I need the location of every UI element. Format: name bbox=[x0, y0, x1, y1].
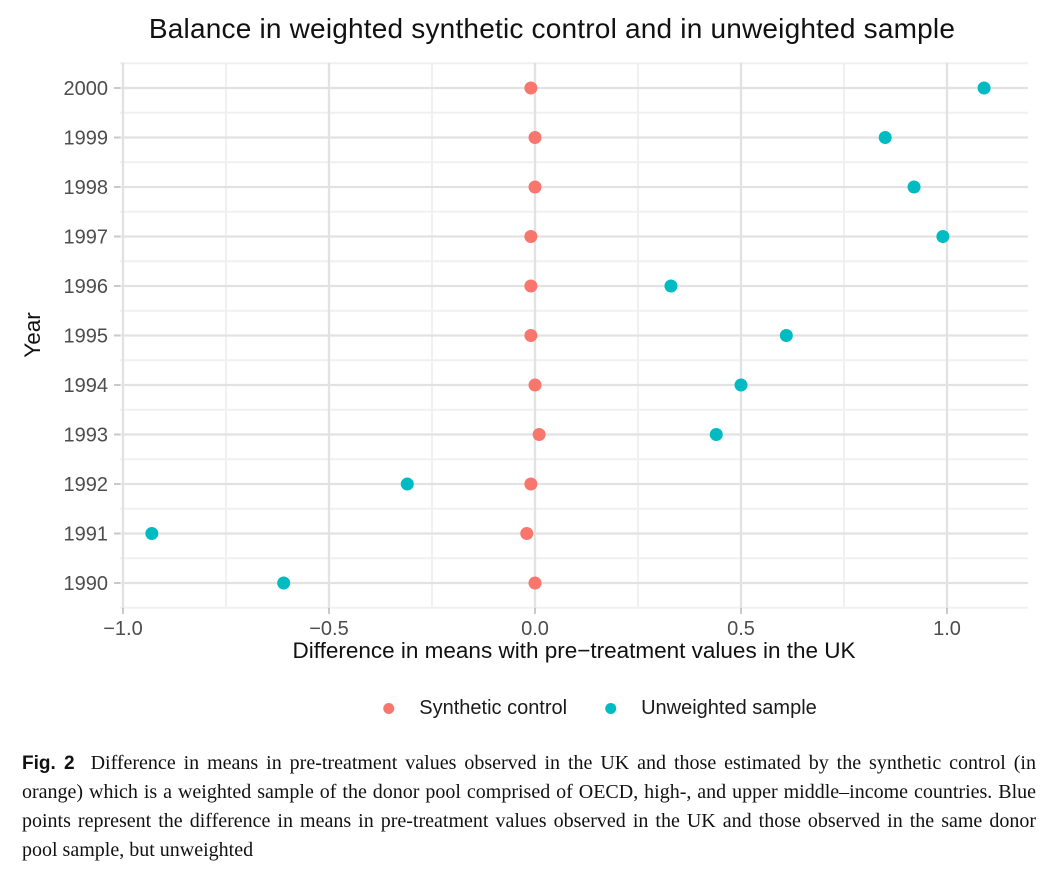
x-axis-title: Difference in means with pre−treatment v… bbox=[292, 638, 856, 663]
legend-label-unweighted-sample: Unweighted sample bbox=[641, 696, 817, 719]
data-points bbox=[145, 81, 991, 590]
y-tick-label: 1998 bbox=[64, 177, 109, 199]
x-tick-label: −0.5 bbox=[309, 618, 348, 640]
point-synthetic-control bbox=[528, 180, 542, 194]
point-unweighted-sample bbox=[878, 131, 892, 144]
y-tick-labels: 2000 1999 1998 1997 1996 1995 1994 1993 1992 1991… bbox=[64, 78, 109, 595]
point-unweighted-sample bbox=[400, 477, 414, 491]
point-synthetic-control bbox=[528, 576, 542, 590]
y-tick-label: 1992 bbox=[64, 474, 109, 496]
axis-ticks bbox=[114, 87, 948, 614]
x-tick-labels: −1.0 −0.5 0.0 0.5 1.0 bbox=[103, 618, 961, 640]
y-tick-label: 1994 bbox=[64, 375, 109, 397]
major-gridlines bbox=[120, 63, 1028, 608]
y-tick-label: 1991 bbox=[64, 524, 109, 546]
point-synthetic-control bbox=[524, 477, 538, 491]
point-unweighted-sample bbox=[145, 527, 159, 540]
point-unweighted-sample bbox=[779, 329, 793, 342]
point-unweighted-sample bbox=[734, 378, 748, 392]
point-synthetic-control bbox=[528, 131, 542, 144]
y-tick-label: 1999 bbox=[64, 128, 109, 150]
point-synthetic-control bbox=[532, 428, 546, 441]
y-tick-label: 1995 bbox=[64, 326, 109, 348]
legend-label-synthetic-control: Synthetic control bbox=[419, 696, 568, 719]
point-unweighted-sample bbox=[277, 576, 291, 590]
scatter-plot: −1.0 −0.5 0.0 0.5 1.0 2000 1999 1998 1997 1996 19… bbox=[64, 62, 1028, 640]
figure-caption-label: Fig. 2 bbox=[22, 753, 75, 774]
figure-caption: Fig. 2 Difference in means in pre-treatme… bbox=[22, 749, 1036, 865]
legend-dot-unweighted-sample-icon bbox=[605, 702, 617, 714]
point-synthetic-control bbox=[520, 527, 534, 540]
y-axis-title: Year bbox=[20, 312, 45, 358]
legend: Synthetic control Unweighted sample bbox=[383, 696, 817, 720]
y-tick-label: 1997 bbox=[64, 227, 109, 249]
point-synthetic-control bbox=[524, 329, 538, 342]
point-synthetic-control bbox=[524, 81, 538, 95]
legend-item-unweighted-sample: Unweighted sample bbox=[605, 697, 817, 720]
point-unweighted-sample bbox=[936, 230, 950, 243]
point-unweighted-sample bbox=[907, 180, 921, 194]
x-tick-label: −1.0 bbox=[103, 618, 142, 640]
legend-dot-synthetic-control-icon bbox=[383, 702, 395, 714]
x-tick-label: 0.0 bbox=[521, 618, 549, 640]
point-synthetic-control bbox=[524, 230, 538, 243]
y-tick-label: 1990 bbox=[64, 573, 109, 595]
figure-caption-text: Difference in means in pre-treatment val… bbox=[22, 752, 1036, 861]
y-tick-label: 1993 bbox=[64, 425, 109, 447]
x-tick-label: 1.0 bbox=[933, 618, 961, 640]
y-tick-label: 1996 bbox=[64, 276, 109, 298]
y-tick-label: 2000 bbox=[64, 78, 109, 100]
point-synthetic-control bbox=[528, 378, 542, 392]
point-synthetic-control bbox=[524, 279, 538, 293]
point-unweighted-sample bbox=[977, 81, 991, 95]
x-tick-label: 0.5 bbox=[727, 618, 755, 640]
legend-item-synthetic-control: Synthetic control bbox=[383, 697, 567, 720]
point-unweighted-sample bbox=[664, 279, 678, 293]
chart-title: Balance in weighted synthetic control an… bbox=[148, 13, 956, 44]
point-unweighted-sample bbox=[709, 428, 723, 441]
minor-gridlines bbox=[120, 62, 1028, 609]
